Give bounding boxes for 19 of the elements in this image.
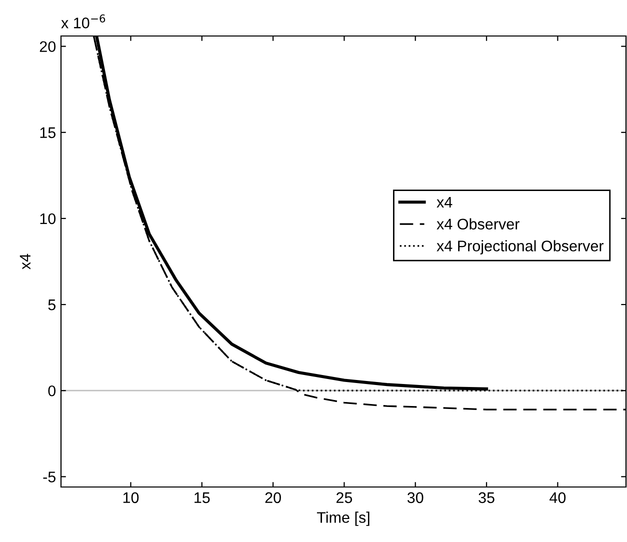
x-tick-label: 35 <box>478 492 494 504</box>
legend-label: x4 Projectional Observer <box>436 240 604 254</box>
legend-label: x4 Observer <box>436 218 520 230</box>
y-tick-label: -5 <box>43 472 56 482</box>
y-tick-label: 5 <box>48 300 56 310</box>
y-tick-label: 15 <box>40 127 56 138</box>
y-tick-label: 10 <box>40 213 56 224</box>
y-axis-title: x4 <box>20 254 30 270</box>
y-tick-label: 0 <box>48 385 56 396</box>
x-axis-title: Time [s] <box>316 512 370 526</box>
x-tick-label: 10 <box>123 492 139 504</box>
x-tick-label: 20 <box>265 492 281 504</box>
x-tick-label: 30 <box>407 492 424 504</box>
legend-label: x4 <box>436 196 452 208</box>
y-tick-label: 20 <box>40 41 56 52</box>
x-tick-label: 15 <box>194 492 210 504</box>
x-tick-label: 40 <box>550 492 566 504</box>
x-tick-label: 25 <box>336 492 352 504</box>
text: x 10$^{−6}$ <box>61 14 106 28</box>
